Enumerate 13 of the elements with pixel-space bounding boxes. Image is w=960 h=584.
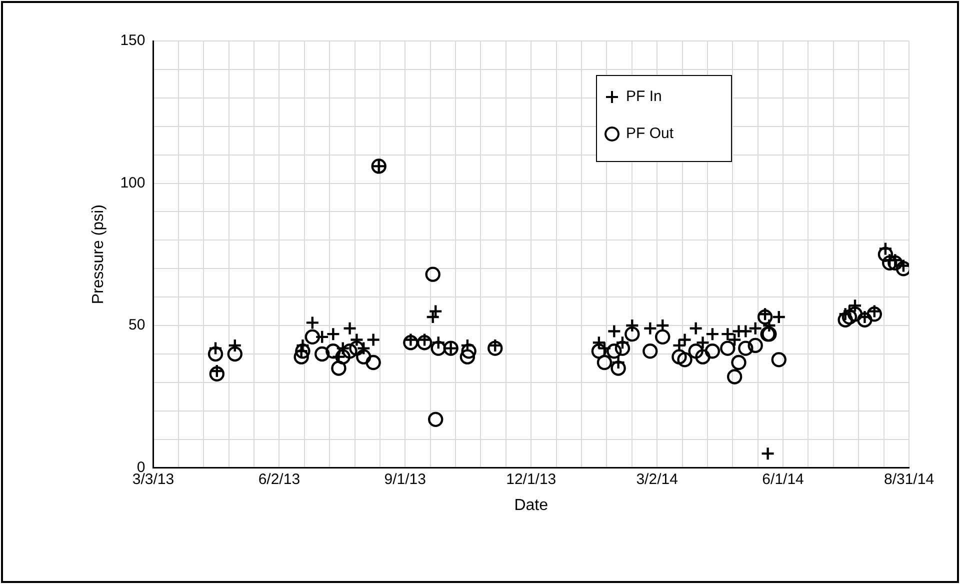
x-tick-label: 9/1/13 xyxy=(384,470,426,488)
y-axis-title: Pressure (psi) xyxy=(90,204,108,304)
y-tick-label: 150 xyxy=(120,32,146,50)
x-tick-label: 3/2/14 xyxy=(636,470,678,488)
legend-label: PF In xyxy=(626,88,662,106)
x-tick-label: 8/31/14 xyxy=(884,470,934,488)
y-tick-label: 50 xyxy=(128,316,146,334)
x-tick-label: 6/2/13 xyxy=(258,470,300,488)
x-tick-label: 6/1/14 xyxy=(762,470,804,488)
y-tick-label: 100 xyxy=(120,174,146,192)
x-tick-label: 12/1/13 xyxy=(506,470,556,488)
legend-label: PF Out xyxy=(626,125,674,142)
x-axis-title: Date xyxy=(514,496,548,514)
